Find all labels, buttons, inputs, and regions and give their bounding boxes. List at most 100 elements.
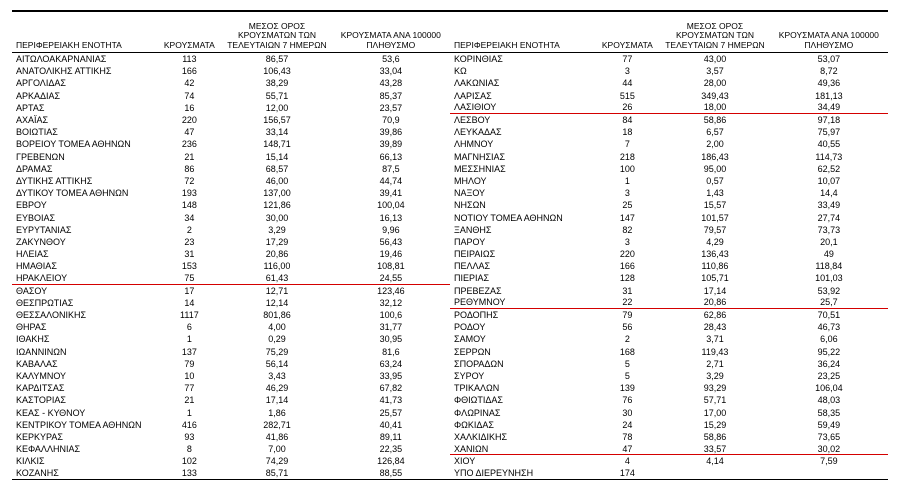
cell-per100k: 100,6 [332, 310, 450, 320]
cell-cases: 153 [157, 261, 223, 271]
cell-cases: 174 [595, 468, 661, 478]
cell-cases: 10 [157, 371, 223, 381]
cell-per100k: 27,74 [770, 213, 888, 223]
cell-cases: 14 [157, 298, 223, 308]
cell-per100k: 39,86 [332, 127, 450, 137]
table-row: ΜΕΣΣΗΝΙΑΣ10095,0062,52 [450, 163, 888, 175]
cell-region: ΔΥΤΙΚΟΥ ΤΟΜΕΑ ΑΘΗΝΩΝ [12, 188, 157, 198]
cell-region: ΑΡΚΑΔΙΑΣ [12, 91, 157, 101]
cell-per100k: 33,95 [332, 371, 450, 381]
table-row: ΛΑΣΙΘΙΟΥ2618,0034,49 [450, 102, 888, 114]
cell-avg7: 4,14 [660, 456, 770, 466]
cell-per100k: 34,49 [770, 102, 888, 112]
header-row-left: ΠΕΡΙΦΕΡΕΙΑΚΗ ΕΝΟΤΗΤΑ ΚΡΟΥΣΜΑΤΑ ΜΕΣΟΣ ΟΡΟ… [12, 11, 450, 53]
cell-cases: 139 [595, 383, 661, 393]
cell-per100k: 25,57 [332, 408, 450, 418]
cell-per100k: 88,55 [332, 468, 450, 478]
cell-avg7: 93,29 [660, 383, 770, 393]
cell-per100k: 108,81 [332, 261, 450, 271]
header-row-right: ΠΕΡΙΦΕΡΕΙΑΚΗ ΕΝΟΤΗΤΑ ΚΡΟΥΣΜΑΤΑ ΜΕΣΟΣ ΟΡΟ… [450, 11, 888, 53]
cell-region: ΗΜΑΘΙΑΣ [12, 261, 157, 271]
cell-cases: 218 [595, 152, 661, 162]
hdr-region: ΠΕΡΙΦΕΡΕΙΑΚΗ ΕΝΟΤΗΤΑ [450, 39, 595, 52]
table-row: ΧΑΝΙΩΝ4733,5730,02 [450, 443, 888, 455]
cell-avg7: 28,00 [660, 78, 770, 88]
cell-per100k: 95,22 [770, 347, 888, 357]
cell-per100k: 22,35 [332, 444, 450, 454]
cell-avg7: 17,00 [660, 408, 770, 418]
cell-per100k: 25,7 [770, 297, 888, 307]
table-row: ΘΗΡΑΣ64,0031,77 [12, 321, 450, 333]
cell-per100k: 39,41 [332, 188, 450, 198]
cell-avg7: 3,29 [660, 371, 770, 381]
cell-cases: 236 [157, 139, 223, 149]
cell-region: ΚΑΣΤΟΡΙΑΣ [12, 395, 157, 405]
cell-cases: 31 [157, 249, 223, 259]
table-row: ΦΘΙΩΤΙΔΑΣ7657,7148,03 [450, 394, 888, 406]
cell-cases: 128 [595, 273, 661, 283]
right-column: ΠΕΡΙΦΕΡΕΙΑΚΗ ΕΝΟΤΗΤΑ ΚΡΟΥΣΜΑΤΑ ΜΕΣΟΣ ΟΡΟ… [450, 11, 888, 480]
cell-cases: 147 [595, 213, 661, 223]
cell-cases: 77 [157, 383, 223, 393]
cell-per100k: 66,13 [332, 152, 450, 162]
cell-per100k: 87,5 [332, 164, 450, 174]
table-row: ΘΕΣΣΑΛΟΝΙΚΗΣ1117801,86100,6 [12, 309, 450, 321]
cell-cases: 56 [595, 322, 661, 332]
cell-region: ΦΛΩΡΙΝΑΣ [450, 408, 595, 418]
cell-region: ΠΕΙΡΑΙΩΣ [450, 249, 595, 259]
cell-avg7: 57,71 [660, 395, 770, 405]
cell-avg7: 33,14 [222, 127, 332, 137]
cell-region: ΗΡΑΚΛΕΙΟΥ [12, 273, 157, 283]
cell-per100k: 36,24 [770, 359, 888, 369]
table-row: ΛΑΡΙΣΑΣ515349,43181,13 [450, 90, 888, 102]
cell-avg7: 55,71 [222, 91, 332, 101]
cell-avg7: 86,57 [222, 54, 332, 64]
cell-cases: 220 [157, 115, 223, 125]
cell-per100k: 19,46 [332, 249, 450, 259]
left-column: ΠΕΡΙΦΕΡΕΙΑΚΗ ΕΝΟΤΗΤΑ ΚΡΟΥΣΜΑΤΑ ΜΕΣΟΣ ΟΡΟ… [12, 11, 450, 480]
table-row: ΑΡΤΑΣ1612,0023,57 [12, 102, 450, 114]
cell-cases: 72 [157, 176, 223, 186]
table-row: ΒΟΙΩΤΙΑΣ4733,1439,86 [12, 126, 450, 138]
cell-per100k: 67,82 [332, 383, 450, 393]
cell-region: ΚΑΒΑΛΑΣ [12, 359, 157, 369]
table-row: ΗΛΕΙΑΣ3120,8619,46 [12, 248, 450, 260]
cell-region: ΦΘΙΩΤΙΔΑΣ [450, 395, 595, 405]
cell-avg7: 0,29 [222, 334, 332, 344]
table-row: ΙΩΑΝΝΙΝΩΝ13775,2981,6 [12, 346, 450, 358]
table-row: ΠΕΙΡΑΙΩΣ220136,4349 [450, 248, 888, 260]
table-row: ΔΥΤΙΚΗΣ ΑΤΤΙΚΗΣ7246,0044,74 [12, 175, 450, 187]
cell-region: ΛΕΣΒΟΥ [450, 115, 595, 125]
cell-cases: 166 [595, 261, 661, 271]
cell-per100k: 181,13 [770, 91, 888, 101]
cell-avg7: 15,29 [660, 420, 770, 430]
right-body: ΚΟΡΙΝΘΙΑΣ7743,0053,07ΚΩ33,578,72ΛΑΚΩΝΙΑΣ… [450, 53, 888, 480]
cell-region: ΜΕΣΣΗΝΙΑΣ [450, 164, 595, 174]
cell-region: ΣΥΡΟΥ [450, 371, 595, 381]
cell-cases: 23 [157, 237, 223, 247]
cell-cases: 86 [157, 164, 223, 174]
cell-cases: 25 [595, 200, 661, 210]
cell-cases: 76 [595, 395, 661, 405]
cell-region: ΙΩΑΝΝΙΝΩΝ [12, 347, 157, 357]
table-row: ΒΟΡΕΙΟΥ ΤΟΜΕΑ ΑΘΗΝΩΝ236148,7139,89 [12, 138, 450, 150]
cell-avg7: 3,57 [660, 66, 770, 76]
cell-region: ΘΕΣΣΑΛΟΝΙΚΗΣ [12, 310, 157, 320]
cell-cases: 47 [595, 444, 661, 454]
cell-region: ΛΕΥΚΑΔΑΣ [450, 127, 595, 137]
cell-cases: 82 [595, 225, 661, 235]
cell-cases: 77 [595, 54, 661, 64]
cell-avg7: 62,86 [660, 310, 770, 320]
cell-cases: 1117 [157, 310, 223, 320]
cell-per100k: 85,37 [332, 91, 450, 101]
table-row: ΑΝΑΤΟΛΙΚΗΣ ΑΤΤΙΚΗΣ166106,4333,04 [12, 65, 450, 77]
table-row: ΔΡΑΜΑΣ8668,5787,5 [12, 163, 450, 175]
cell-per100k: 101,03 [770, 273, 888, 283]
cell-region: ΛΗΜΝΟΥ [450, 139, 595, 149]
table-row: ΚΟΖΑΝΗΣ13385,7188,55 [12, 467, 450, 479]
table-row: ΚΕΦΑΛΛΗΝΙΑΣ87,0022,35 [12, 443, 450, 455]
cell-avg7: 74,29 [222, 456, 332, 466]
cell-region: ΛΑΣΙΘΙΟΥ [450, 102, 595, 112]
cell-cases: 3 [595, 66, 661, 76]
cell-region: ΘΑΣΟΥ [12, 286, 157, 296]
